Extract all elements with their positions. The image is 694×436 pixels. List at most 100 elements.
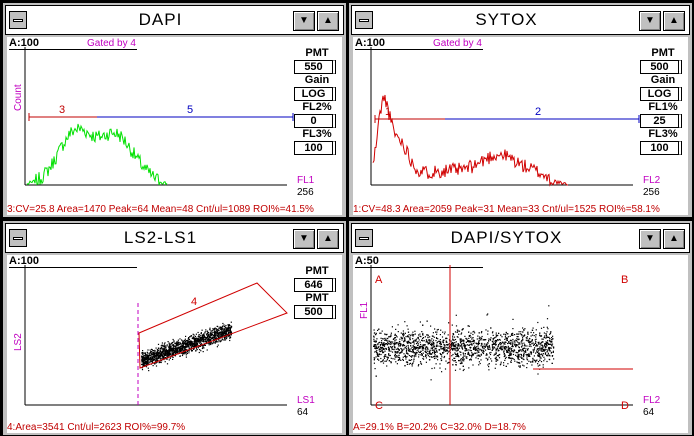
fl3-value[interactable]: 100 xyxy=(640,141,682,155)
scatter-point xyxy=(501,342,503,344)
scatter-point xyxy=(481,335,483,338)
scatter-point xyxy=(408,363,411,365)
scatter-point xyxy=(506,350,508,352)
scatter-point xyxy=(441,345,443,348)
system-menu-button[interactable] xyxy=(9,229,27,247)
minimize-button[interactable]: ▼ xyxy=(639,11,661,31)
region-polygon xyxy=(138,282,288,369)
scatter-point xyxy=(143,360,145,362)
scatter-point xyxy=(165,347,167,349)
scatter-point xyxy=(550,343,552,346)
scatter-point xyxy=(413,358,415,360)
scatter-point xyxy=(217,337,219,339)
scatter-point xyxy=(548,349,550,351)
scatter-point xyxy=(517,336,519,338)
scatter-point xyxy=(429,356,431,358)
scatter-point xyxy=(427,341,429,343)
scatter-point xyxy=(503,347,506,349)
fl1-value[interactable]: 25 xyxy=(640,114,682,128)
plot-area[interactable]: A:100 Gated by 4 Count 3 5 FL1 256 PMT 5… xyxy=(7,37,342,215)
minimize-button[interactable]: ▼ xyxy=(293,229,315,249)
maximize-button[interactable]: ▲ xyxy=(663,229,685,249)
gain-value[interactable]: LOG xyxy=(640,87,682,101)
maximize-button[interactable]: ▲ xyxy=(317,229,339,249)
maximize-button[interactable]: ▲ xyxy=(317,11,339,31)
plot-area[interactable]: A:50 FL1 A B C D FL2 64 A=29.1% B=20.2% … xyxy=(353,255,688,433)
scatter-point xyxy=(145,360,147,362)
scatter-point xyxy=(152,365,154,367)
scatter-point xyxy=(422,324,424,326)
scatter-point xyxy=(194,343,197,345)
scatter-point xyxy=(525,337,527,339)
scatter-point xyxy=(211,334,213,336)
scatter-point xyxy=(465,344,467,346)
plot-area[interactable]: A:100 Gated by 4 1 2 FL2 256 PMT 500 Gai… xyxy=(353,37,688,215)
pmt1-value[interactable]: 646 xyxy=(294,278,336,292)
scatter-point xyxy=(386,343,388,345)
title-bar[interactable]: LS2-LS1 ▼ ▲ xyxy=(5,223,344,253)
scatter-point xyxy=(448,343,450,345)
pmt-value[interactable]: 550 xyxy=(294,60,336,74)
scatter-point xyxy=(149,354,151,356)
pmt-value[interactable]: 500 xyxy=(640,60,682,74)
scatter-point xyxy=(230,321,232,323)
minimize-button[interactable]: ▼ xyxy=(639,229,661,249)
scatter-point xyxy=(499,347,501,349)
minimize-button[interactable]: ▼ xyxy=(293,11,315,31)
scatter-point xyxy=(426,320,428,322)
scatter-point xyxy=(218,340,220,342)
scatter-point xyxy=(440,348,442,350)
scatter-point xyxy=(209,336,211,338)
scatter-point xyxy=(513,340,515,342)
scatter-point xyxy=(481,342,483,345)
scatter-point xyxy=(413,356,415,358)
scatter-point xyxy=(393,338,395,340)
scatter-point xyxy=(387,338,389,340)
scatter-point xyxy=(166,345,168,347)
scatter-point xyxy=(489,348,491,350)
scatter-point xyxy=(460,340,463,342)
scatter-point xyxy=(169,347,171,349)
title-bar[interactable]: DAPI/SYTOX ▼ ▲ xyxy=(351,223,690,253)
scatter-point xyxy=(468,340,470,342)
scatter-point xyxy=(380,357,382,360)
scatter-point xyxy=(407,353,409,355)
histogram: 3 5 xyxy=(24,47,294,186)
scatter-point xyxy=(429,341,431,343)
scatter-point xyxy=(530,341,532,343)
scatter-point xyxy=(461,339,463,341)
scatter-point xyxy=(381,340,383,342)
scatter-point xyxy=(526,367,528,369)
title-bar[interactable]: SYTOX ▼ ▲ xyxy=(351,5,690,35)
scatter-point xyxy=(228,326,230,328)
fl3-value[interactable]: 100 xyxy=(294,141,336,155)
scatter-point xyxy=(529,351,531,353)
scatter-point xyxy=(175,352,177,354)
scatter-point xyxy=(531,339,533,341)
scatter-point xyxy=(540,335,542,337)
title-bar[interactable]: DAPI ▼ ▲ xyxy=(5,5,344,35)
scatter-point xyxy=(152,353,154,355)
scatter-point xyxy=(209,327,211,329)
scatter-point xyxy=(173,346,175,348)
scatter-point xyxy=(433,367,436,369)
system-menu-button[interactable] xyxy=(9,11,27,29)
scatter-point xyxy=(183,341,185,343)
scatter-point xyxy=(549,347,552,349)
scatter-point xyxy=(219,326,221,328)
system-menu-button[interactable] xyxy=(355,229,373,247)
scatter-point xyxy=(156,358,158,360)
scatter-point xyxy=(377,343,379,345)
plot-area[interactable]: A:100 LS2 4 LS1 64 PMT 646 PMT 500 4:Are… xyxy=(7,255,342,433)
maximize-button[interactable]: ▲ xyxy=(663,11,685,31)
system-menu-button[interactable] xyxy=(355,11,373,29)
scatter-point xyxy=(408,350,410,352)
scatter-point xyxy=(219,331,221,333)
scatter-point xyxy=(424,344,426,346)
fl2-value[interactable]: 0 xyxy=(294,114,336,128)
scatter-point xyxy=(203,345,205,347)
scatter-point xyxy=(217,333,220,335)
scatter-point xyxy=(144,357,146,359)
pmt2-value[interactable]: 500 xyxy=(294,305,336,319)
gain-value[interactable]: LOG xyxy=(294,87,336,101)
